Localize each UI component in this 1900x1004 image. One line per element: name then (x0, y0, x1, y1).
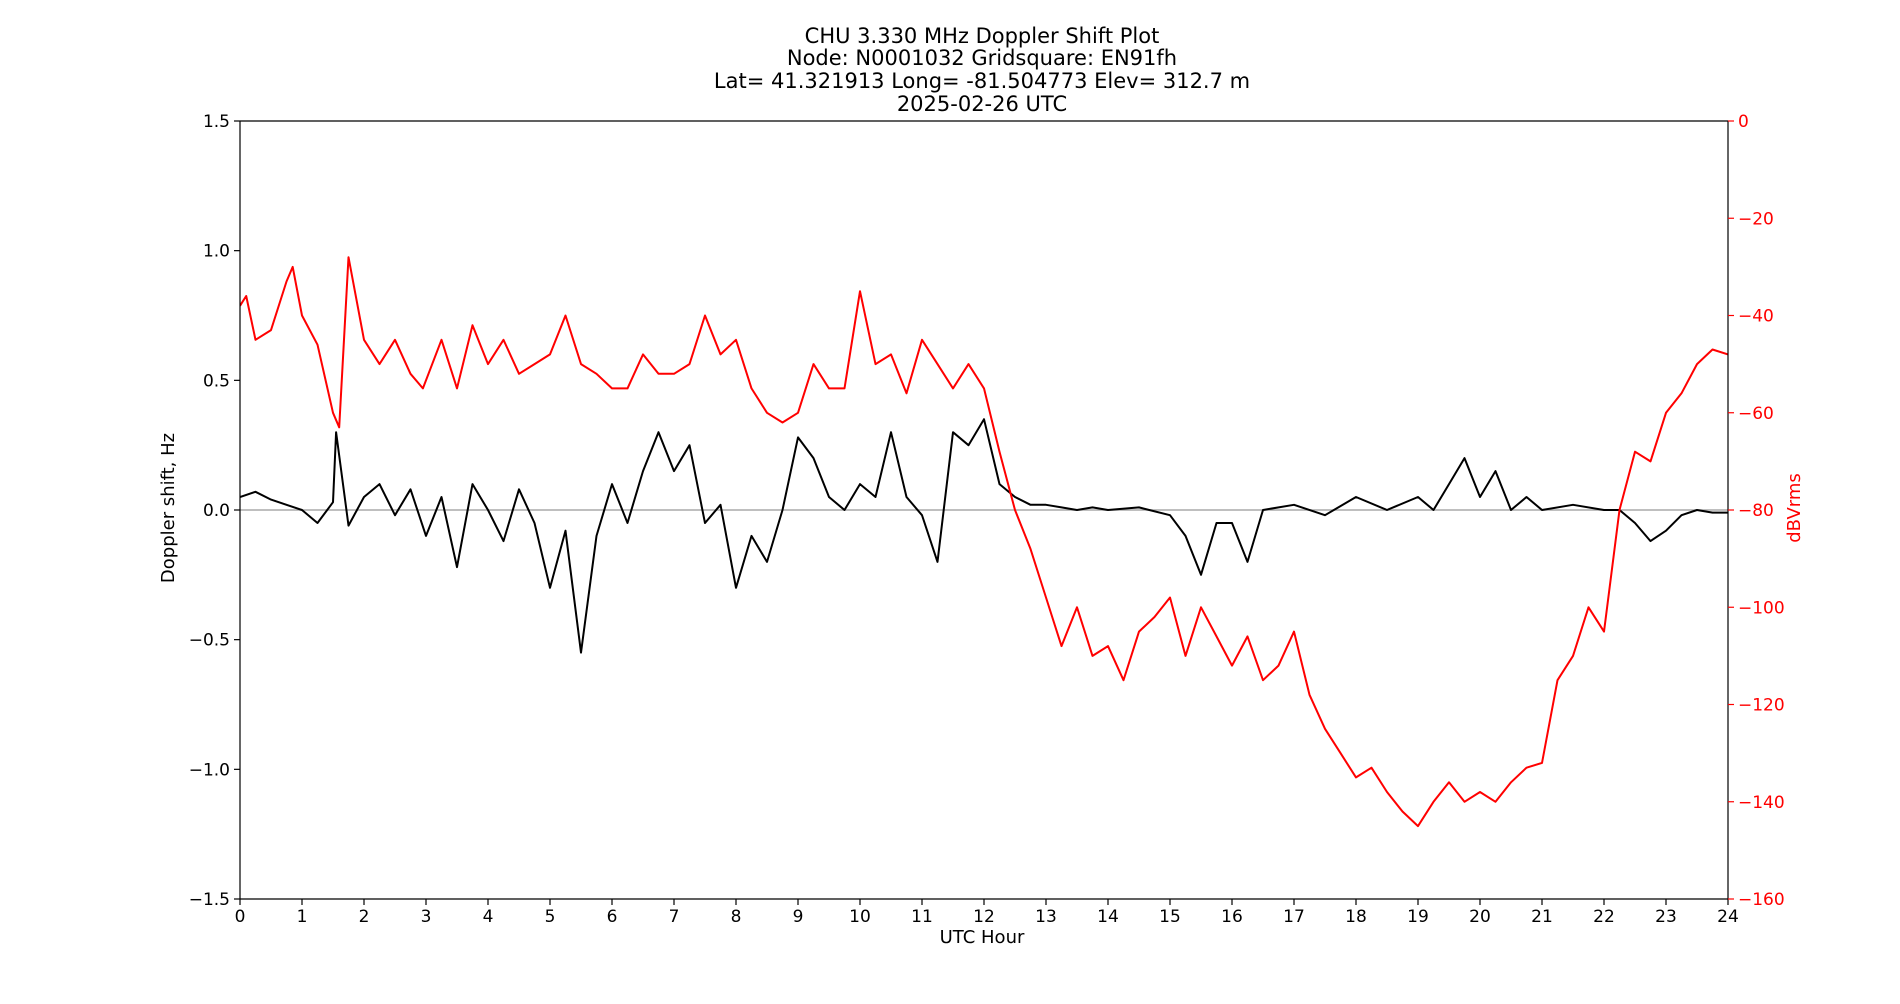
x-tick-label: 9 (793, 907, 804, 927)
x-tick-label: 22 (1593, 907, 1615, 927)
x-tick-label: 19 (1407, 907, 1429, 927)
axis-ticks: 0 1 2 3 4 5 6 7 8 9 10 11 12 13 14 15 16 17 18 19 20 21 22 23 24… (189, 112, 1785, 927)
x-tick-label: 3 (421, 907, 432, 927)
y-axis-right-label: dBVrms (1784, 473, 1805, 543)
chart-title: CHU 3.330 MHz Doppler Shift Plot Node: N… (714, 24, 1250, 116)
y-right-tick-label: −140 (1738, 793, 1785, 813)
x-tick-label: 21 (1531, 907, 1553, 927)
x-tick-label: 11 (911, 907, 933, 927)
y-left-tick-label: 0.5 (203, 371, 230, 391)
y-left-tick-label: 1.0 (203, 242, 230, 262)
x-tick-label: 4 (483, 907, 494, 927)
y-left-tick-label: −1.5 (189, 890, 230, 910)
x-tick-label: 16 (1221, 907, 1243, 927)
plot-series (240, 256, 1728, 828)
x-tick-label: 10 (849, 907, 871, 927)
x-tick-label: 5 (545, 907, 556, 927)
y-left-tick-label: −0.5 (189, 631, 230, 651)
y-right-tick-label: 0 (1738, 112, 1749, 132)
y-right-tick-label: −20 (1738, 209, 1774, 229)
y-right-tick-label: −80 (1738, 501, 1774, 521)
x-tick-label: 14 (1097, 907, 1119, 927)
x-tick-label: 20 (1469, 907, 1491, 927)
y-right-tick-label: −160 (1738, 890, 1785, 910)
x-tick-label: 15 (1159, 907, 1181, 927)
y-left-tick-label: 0.0 (203, 501, 230, 521)
x-tick-label: 23 (1655, 907, 1677, 927)
x-tick-label: 6 (607, 907, 618, 927)
doppler-shift-series-line (240, 418, 1728, 654)
x-tick-label: 8 (731, 907, 742, 927)
y-right-tick-label: −40 (1738, 307, 1774, 327)
y-right-tick-label: −100 (1738, 598, 1785, 618)
y-right-tick-label: −60 (1738, 404, 1774, 424)
x-tick-label: 24 (1717, 907, 1739, 927)
title-line-1: CHU 3.330 MHz Doppler Shift Plot (805, 24, 1160, 48)
y-axis-left-label: Doppler shift, Hz (158, 433, 179, 583)
x-tick-label: 18 (1345, 907, 1367, 927)
y-right-tick-label: −120 (1738, 696, 1785, 716)
title-line-3: Lat= 41.321913 Long= -81.504773 Elev= 31… (714, 69, 1250, 93)
signal-level-series-line (240, 256, 1728, 828)
x-axis-label: UTC Hour (940, 927, 1025, 948)
title-line-4: 2025-02-26 UTC (897, 92, 1067, 116)
x-tick-label: 12 (973, 907, 995, 927)
x-tick-label: 0 (235, 907, 246, 927)
title-line-2: Node: N0001032 Gridsquare: EN91fh (787, 46, 1177, 70)
y-left-tick-label: −1.0 (189, 760, 230, 780)
x-tick-label: 1 (297, 907, 308, 927)
x-tick-label: 7 (669, 907, 680, 927)
x-tick-label: 13 (1035, 907, 1057, 927)
x-tick-label: 17 (1283, 907, 1305, 927)
y-left-tick-label: 1.5 (203, 112, 230, 132)
x-tick-label: 2 (359, 907, 370, 927)
